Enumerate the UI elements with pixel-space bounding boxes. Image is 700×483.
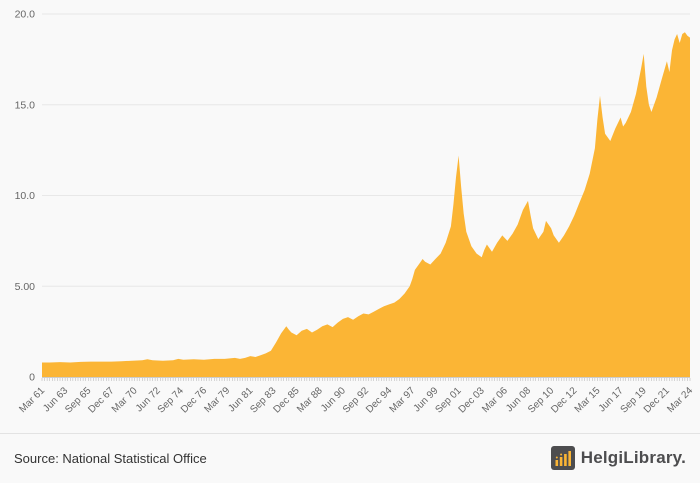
x-tick-label: Mar 97	[388, 385, 418, 415]
area-series	[42, 32, 690, 377]
source-label: Source: National Statistical Office	[14, 450, 207, 466]
helgilibrary-logo-icon	[550, 446, 575, 470]
helgilibrary-logo[interactable]: HelgiLibrary.	[550, 446, 686, 470]
x-tick-label: Mar 15	[573, 385, 603, 415]
x-tick-label: Mar 79	[202, 385, 232, 415]
x-tick-label: Mar 70	[110, 385, 140, 415]
x-tick-label: Mar 61	[17, 385, 47, 415]
helgilibrary-logo-text: HelgiLibrary.	[580, 448, 686, 467]
y-tick-label: 0	[29, 372, 35, 384]
y-tick-label: 10.0	[15, 190, 36, 202]
chart-footer: Source: National Statistical Office Helg…	[0, 433, 700, 482]
y-tick-label: 20.0	[15, 9, 36, 21]
x-tick-label: Mar 06	[480, 385, 510, 415]
y-tick-label: 5.00	[15, 281, 36, 293]
area-chart: 0 5.00 10.0 15.0 20.0 Mar 61 Jun 63 Sep 65 Dec 6…	[15, 9, 696, 416]
x-tick-label: Mar 24	[665, 385, 695, 415]
y-tick-label: 15.0	[15, 99, 36, 111]
x-tick-label: Mar 88	[295, 385, 325, 415]
